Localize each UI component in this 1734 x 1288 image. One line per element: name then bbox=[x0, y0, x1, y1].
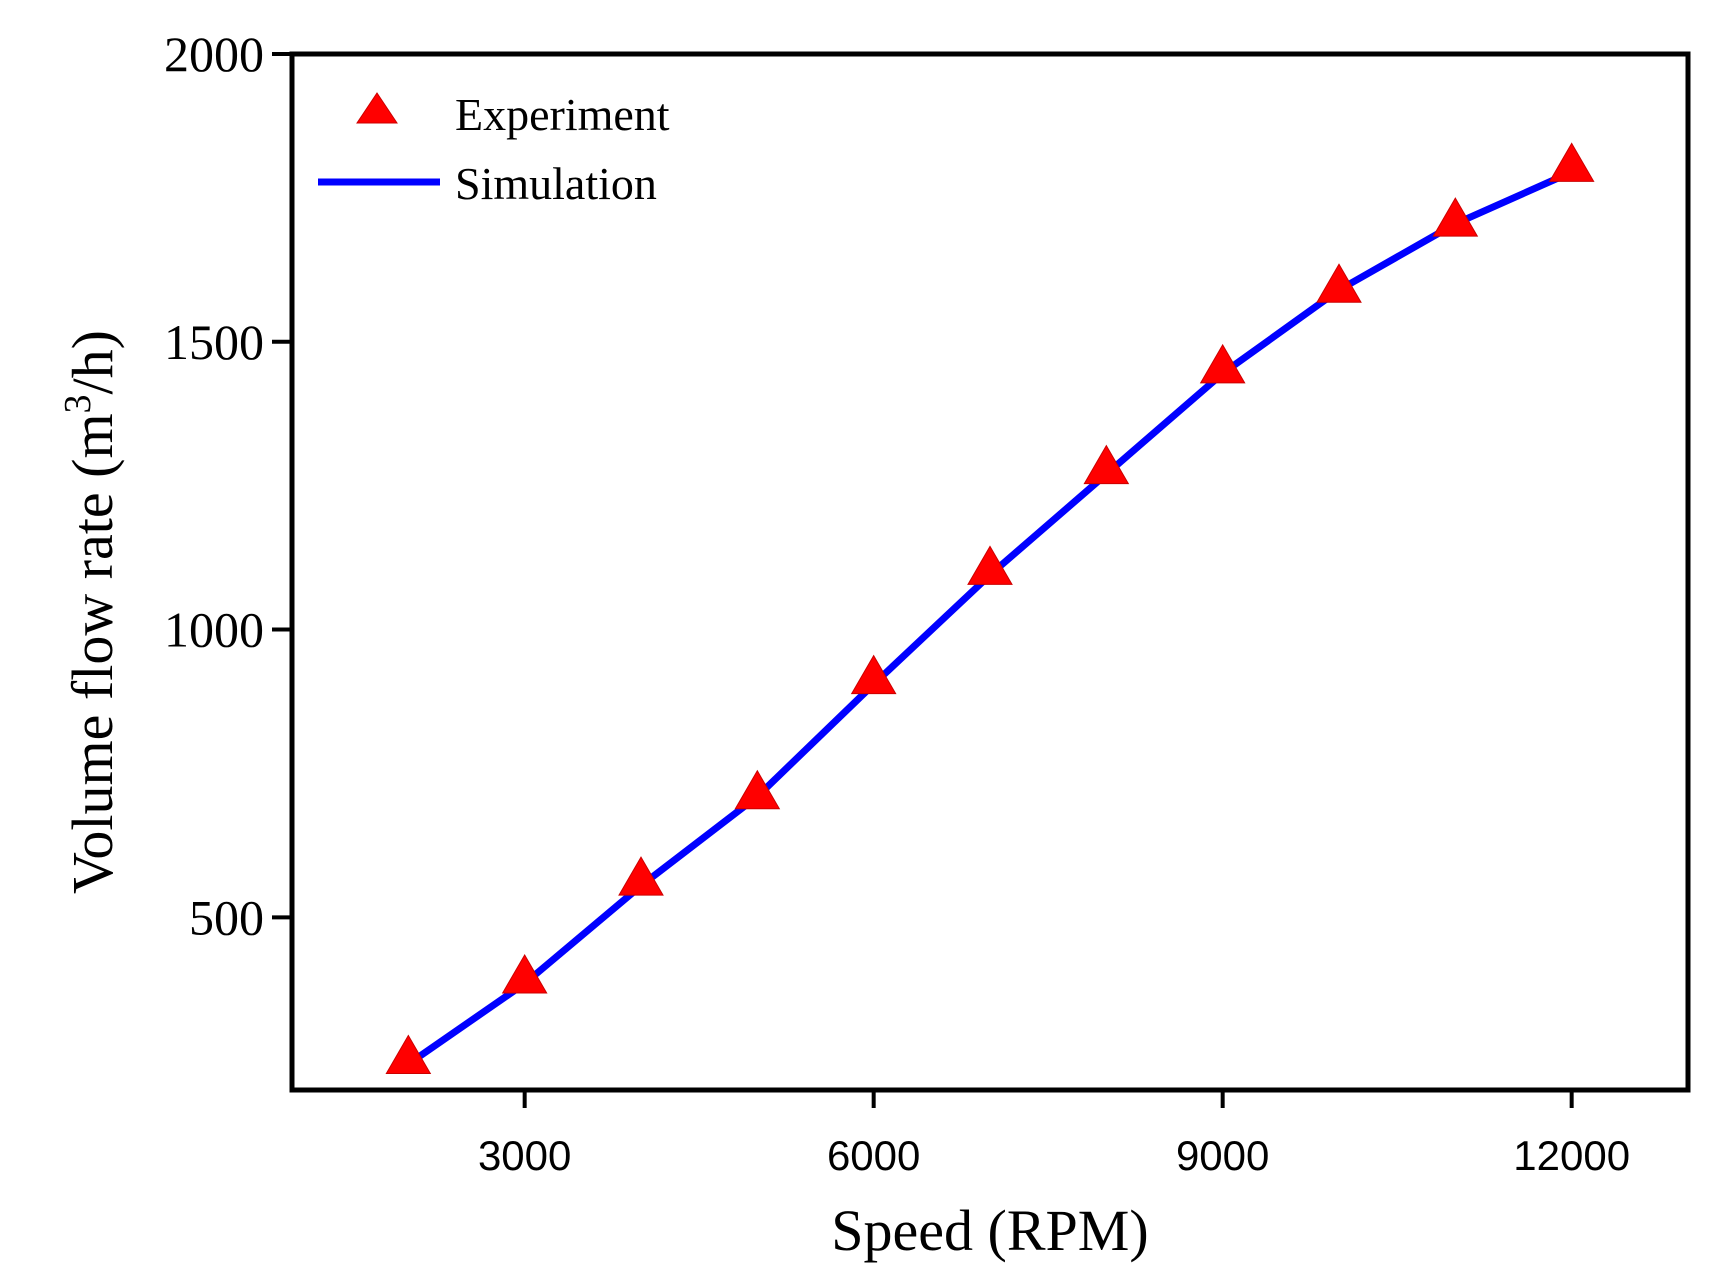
experiment-point bbox=[1548, 142, 1595, 182]
experiment-point bbox=[1199, 343, 1246, 384]
x-axis-title: Speed (RPM) bbox=[831, 1198, 1148, 1263]
experiment-point bbox=[850, 654, 897, 695]
experiment-point bbox=[501, 953, 548, 994]
experiment-point bbox=[1083, 444, 1130, 485]
legend-experiment-marker bbox=[356, 92, 398, 124]
y-tick-label: 1000 bbox=[164, 602, 264, 658]
experiment-point bbox=[618, 856, 664, 896]
experiment-point bbox=[1316, 263, 1362, 303]
x-tick-label: 9000 bbox=[1176, 1132, 1269, 1179]
axes: 3000 6000 9000 12000 500 1000 1500 2000 bbox=[164, 26, 1630, 1179]
y-axis-title-end: /h) bbox=[60, 330, 125, 394]
experiment-series bbox=[385, 142, 1595, 1075]
x-tick-label: 3000 bbox=[478, 1132, 571, 1179]
plot-area bbox=[289, 51, 1691, 1093]
legend-simulation-label: Simulation bbox=[455, 158, 657, 209]
experiment-point bbox=[1432, 197, 1479, 237]
simulation-line bbox=[404, 168, 1576, 1068]
simulation-series bbox=[404, 168, 1576, 1068]
y-axis-title-main: Volume flow rate (m bbox=[60, 413, 125, 894]
y-axis-title-sup: 3 bbox=[57, 394, 99, 413]
legend: Experiment Simulation bbox=[318, 89, 670, 209]
y-axis-title: Volume flow rate (m3/h) bbox=[57, 330, 125, 894]
y-tick-label: 2000 bbox=[164, 26, 264, 82]
experiment-point bbox=[967, 545, 1013, 585]
y-tick-label: 500 bbox=[189, 889, 264, 945]
y-tick-label: 1500 bbox=[164, 314, 264, 370]
legend-experiment-label: Experiment bbox=[455, 89, 670, 140]
x-tick-label: 12000 bbox=[1513, 1132, 1630, 1179]
experiment-point bbox=[385, 1034, 432, 1075]
x-tick-label: 6000 bbox=[827, 1132, 920, 1179]
experiment-point bbox=[734, 769, 781, 810]
plot-frame bbox=[289, 51, 1691, 1093]
